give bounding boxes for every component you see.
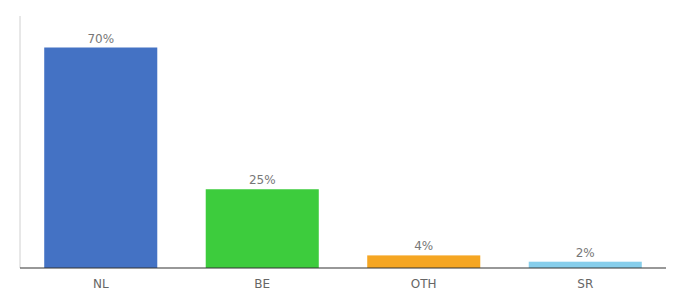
x-tick-label: OTH <box>411 277 437 291</box>
data-label: 25% <box>249 173 276 187</box>
bars <box>44 48 642 269</box>
bar <box>44 48 157 269</box>
chart: 70% 25% 4% 2% NL BE OTH SR <box>0 0 680 300</box>
bar <box>367 255 480 268</box>
data-label: 4% <box>414 239 433 253</box>
bar <box>529 262 642 268</box>
x-tick-label: SR <box>577 277 593 291</box>
x-tick-label: NL <box>93 277 109 291</box>
x-axis <box>20 267 666 268</box>
data-label: 70% <box>87 32 114 46</box>
x-tick-label: BE <box>254 277 270 291</box>
bar <box>206 189 319 268</box>
y-axis <box>20 16 21 268</box>
data-label: 2% <box>576 246 595 260</box>
